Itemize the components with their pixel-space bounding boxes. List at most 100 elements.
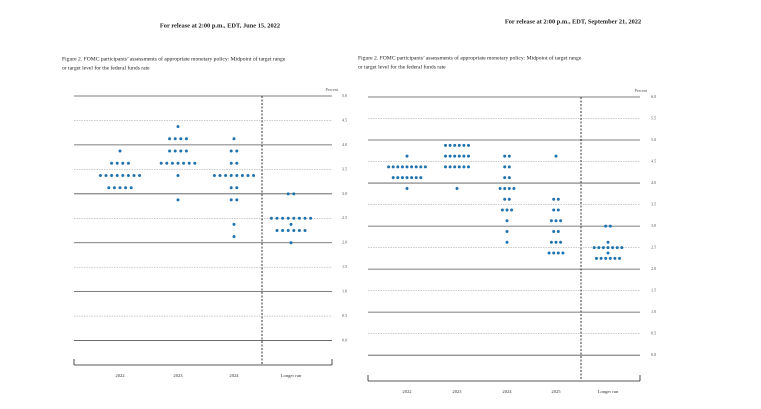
dot — [405, 165, 409, 169]
dot — [309, 216, 313, 220]
dot — [118, 149, 122, 153]
dot — [552, 197, 556, 201]
dot — [601, 246, 605, 250]
dot — [457, 165, 461, 169]
dot — [297, 216, 301, 220]
dot — [400, 176, 404, 180]
dot — [229, 149, 233, 153]
dot — [503, 154, 507, 158]
y-tick-label: 4.0 — [342, 142, 347, 147]
x-tick-label: 2023 — [173, 373, 183, 378]
dot — [503, 197, 507, 201]
dot — [505, 219, 509, 223]
figure-caption: or target level for the federal funds ra… — [358, 63, 446, 70]
dot — [229, 186, 233, 190]
dot — [232, 222, 236, 226]
y-axis-label: Percent — [634, 88, 647, 93]
dot — [549, 240, 553, 244]
dot — [559, 219, 563, 223]
dot — [115, 161, 119, 165]
y-tick-label: 3.0 — [342, 191, 347, 196]
y-tick-label: 1.0 — [651, 309, 656, 314]
dot — [292, 229, 296, 232]
dot — [604, 256, 608, 260]
dot — [419, 165, 423, 169]
dot — [184, 149, 188, 153]
y-tick-label: 2.5 — [651, 245, 656, 250]
dot — [246, 173, 250, 177]
dot — [462, 154, 466, 158]
dot — [159, 161, 163, 165]
dot — [170, 161, 174, 165]
dot — [604, 224, 608, 228]
dot — [455, 186, 459, 190]
dot — [505, 208, 509, 212]
dot — [554, 219, 558, 223]
dot — [552, 229, 556, 233]
dot — [507, 176, 511, 180]
dot — [405, 176, 409, 180]
dot — [453, 165, 457, 169]
dot — [187, 161, 191, 165]
dot — [110, 173, 114, 177]
dot — [512, 186, 516, 190]
dot — [396, 176, 400, 180]
dot — [176, 161, 180, 165]
dot — [457, 154, 461, 158]
dot — [414, 165, 418, 169]
dot — [405, 154, 409, 158]
dot — [182, 161, 186, 165]
dot — [503, 176, 507, 180]
dot — [176, 125, 180, 129]
dot — [218, 173, 222, 177]
dot — [556, 197, 560, 201]
dot — [503, 165, 507, 169]
y-tick-label: 6.0 — [651, 94, 656, 99]
dot — [292, 216, 296, 220]
dot — [556, 229, 560, 233]
dot — [124, 186, 128, 190]
dot — [606, 240, 610, 244]
y-tick-label: 2.0 — [342, 240, 347, 245]
dot — [554, 240, 558, 244]
dot — [453, 143, 457, 147]
dot — [232, 235, 236, 239]
dot — [618, 256, 621, 260]
y-tick-label: 1.5 — [342, 264, 347, 269]
dot — [184, 137, 188, 141]
dot — [115, 173, 119, 177]
y-tick-label: 5.0 — [342, 93, 347, 98]
y-tick-label: 4.5 — [651, 159, 656, 164]
y-tick-label: 0.0 — [651, 352, 656, 357]
dot — [286, 216, 290, 220]
dot — [98, 173, 102, 177]
dot — [414, 176, 418, 180]
dot — [286, 192, 290, 196]
y-tick-label: 2.5 — [342, 215, 347, 220]
dot — [179, 137, 183, 141]
y-tick-label: 3.5 — [651, 202, 656, 207]
figure-caption: or target level for the federal funds ra… — [62, 64, 150, 71]
dot — [168, 149, 172, 153]
dot — [444, 165, 447, 169]
dot — [559, 240, 563, 244]
dot — [453, 154, 457, 158]
dot — [235, 186, 239, 190]
dot — [599, 256, 603, 260]
dot — [611, 246, 615, 250]
dot — [595, 256, 598, 260]
x-tick-label: 2023 — [452, 389, 462, 394]
dot — [547, 251, 551, 255]
dot — [126, 161, 130, 165]
dot — [457, 143, 461, 147]
dot — [462, 143, 466, 147]
x-tick-label: 2022 — [402, 389, 412, 394]
dot — [275, 216, 279, 220]
dot — [448, 143, 452, 147]
x-tick-label: 2025 — [551, 389, 561, 394]
dot — [503, 186, 507, 190]
dot — [419, 176, 423, 180]
dot — [444, 143, 447, 147]
dot — [275, 229, 279, 232]
dot — [240, 173, 244, 177]
